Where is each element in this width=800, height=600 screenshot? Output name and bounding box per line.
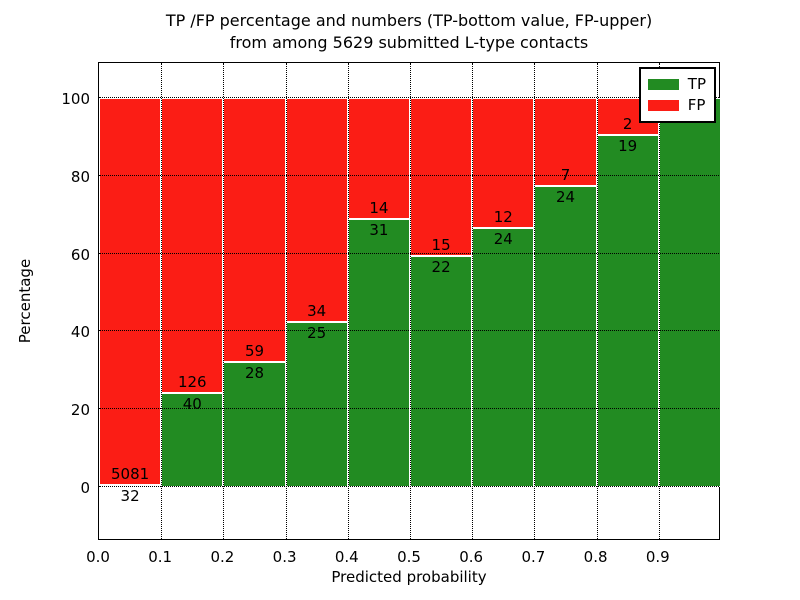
gridline-vertical: [534, 63, 536, 539]
x-tick-label: 0.1: [148, 548, 173, 566]
bar-segment-fp: [534, 98, 597, 186]
y-tick-label: 100: [61, 90, 90, 108]
x-tick-label: 0.4: [334, 548, 359, 566]
bar-value-label-tp: 32: [120, 486, 140, 505]
bar-value-label-fp: 14: [369, 199, 389, 218]
plot-area: 508132126405928342514311522122472421934 …: [98, 62, 721, 540]
bar-value-label-tp: 31: [369, 221, 389, 240]
bar-segment-fp: [223, 98, 286, 362]
bar-value-label-tp: 28: [244, 363, 265, 382]
gridline-horizontal: [99, 97, 719, 98]
gridline-vertical: [410, 63, 411, 539]
chart-title-line2: from among 5629 submitted L-type contact…: [229, 33, 589, 52]
legend-box: TP FP: [638, 67, 716, 123]
legend-label-fp: FP: [687, 96, 706, 114]
gridline-horizontal: [99, 174, 719, 176]
bar-value-label-fp: 34: [307, 302, 327, 321]
bar-value-label-tp: 25: [307, 324, 327, 343]
gridline-vertical: [472, 63, 474, 539]
x-tick-label: 0.2: [210, 548, 235, 566]
y-tick-label: 60: [70, 245, 90, 264]
x-tick-label: 0.8: [583, 548, 608, 566]
bar-segment-fp: [285, 98, 348, 323]
bar-value-label-tp: 22: [431, 257, 451, 276]
bar-segment-fp: [161, 98, 224, 394]
gridline-horizontal: [99, 408, 719, 410]
bar-segment-fp: [410, 98, 473, 256]
bar-value-label-tp: 24: [493, 229, 513, 248]
gridline-horizontal: [99, 486, 719, 487]
gridline-vertical: [285, 63, 287, 539]
gridline-horizontal: [99, 252, 719, 254]
bar-segment-tp: [472, 227, 535, 487]
y-tick-label: 80: [70, 167, 90, 186]
x-tick-label: 0.3: [272, 548, 297, 566]
bar-segment-tp: [596, 135, 659, 487]
bar-value-label-tp: 24: [555, 187, 576, 206]
legend-label-tp: TP: [687, 75, 706, 93]
x-tick-label: 0.6: [459, 548, 484, 566]
x-axis-label: Predicted probability: [331, 568, 487, 586]
y-tick-label: 20: [70, 401, 90, 420]
gridline-vertical: [596, 63, 598, 539]
x-tick-label: 0.5: [397, 548, 421, 566]
gridline-vertical: [347, 63, 349, 539]
x-tick-label: 0.9: [645, 548, 670, 566]
legend-swatch-tp: [647, 79, 679, 90]
bar-value-label-fp: 12: [493, 207, 513, 226]
bar-segment-fp: [472, 98, 535, 228]
bar-value-label-tp: 40: [182, 395, 202, 414]
bar-value-label-fp: 7: [560, 165, 571, 184]
bar-value-label-fp: 126: [177, 373, 207, 392]
bar-value-label-fp: 2: [622, 115, 633, 134]
bar-segment-tp: [223, 361, 286, 487]
bar-segment-tp: [285, 322, 348, 487]
bar-segment-tp: [658, 98, 721, 487]
bar-value-label-fp: 59: [244, 341, 265, 360]
legend-entry-fp: FP: [647, 95, 706, 116]
gridline-vertical: [223, 63, 225, 539]
legend-entry-tp: TP: [647, 74, 706, 95]
y-tick-label: 0: [80, 479, 90, 497]
bar-segment-tp: [347, 219, 410, 487]
bar-segment-fp: [347, 98, 410, 220]
x-tick-label: 0.0: [86, 548, 110, 566]
bar-segment-tp: [534, 185, 597, 487]
bar-value-label-fp: 15: [431, 235, 451, 254]
bar-value-label-fp: 5081: [111, 464, 150, 483]
bar-segment-tp: [410, 255, 473, 487]
gridline-horizontal: [99, 330, 719, 332]
bar-segment-fp: [99, 98, 162, 485]
legend-swatch-fp: [647, 100, 679, 111]
chart-title-line1: TP /FP percentage and numbers (TP-bottom…: [165, 11, 653, 30]
gridline-vertical: [161, 63, 163, 539]
x-tick-label: 0.7: [521, 548, 546, 566]
y-axis-label: Percentage: [16, 258, 34, 344]
gridline-vertical: [658, 63, 660, 539]
y-tick-label: 40: [70, 323, 90, 342]
bar-value-label-tp: 19: [618, 137, 638, 156]
